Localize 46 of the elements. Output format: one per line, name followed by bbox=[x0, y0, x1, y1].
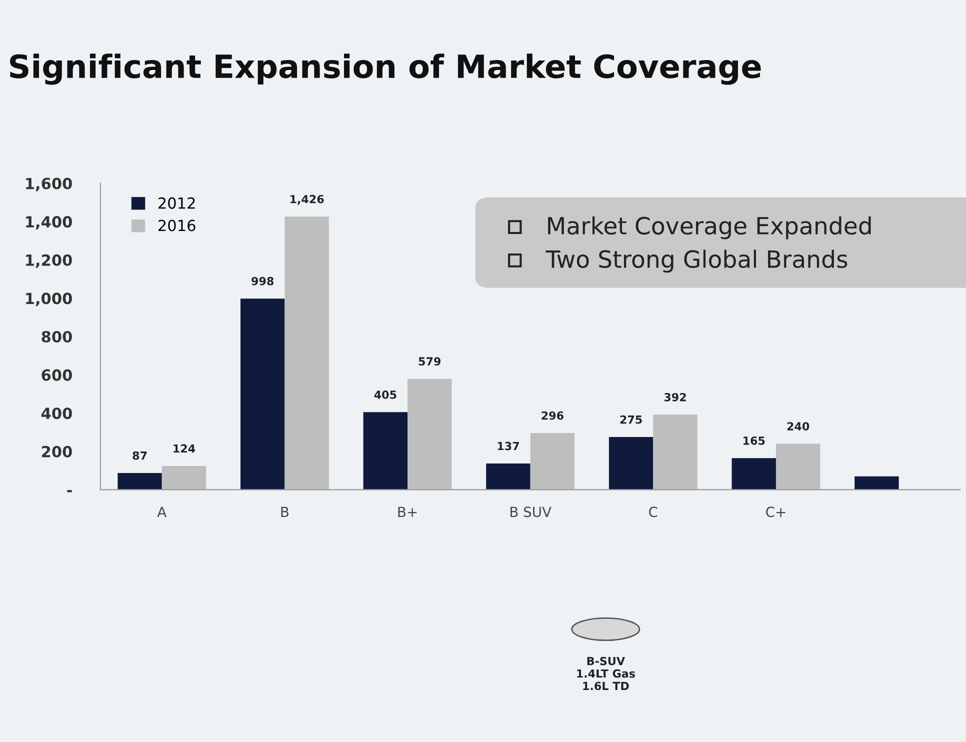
x-tick-label: B bbox=[281, 506, 288, 517]
chart-title: Significant Expansion of Market Coverage bbox=[10, 54, 761, 85]
y-tick-label: 1,200 bbox=[26, 254, 72, 268]
y-tick-label: 800 bbox=[42, 330, 72, 343]
bar bbox=[240, 298, 285, 490]
bar bbox=[363, 412, 408, 490]
x-tick-label: B+ bbox=[398, 506, 417, 517]
x-tick-label: A bbox=[157, 506, 167, 517]
legend-label: 2012 bbox=[158, 197, 195, 209]
bar bbox=[486, 463, 530, 490]
data-label: 998 bbox=[252, 276, 274, 286]
data-label: 405 bbox=[374, 390, 396, 399]
data-label: 240 bbox=[787, 422, 810, 430]
legend-label: 2016 bbox=[158, 220, 196, 232]
bar bbox=[653, 414, 698, 490]
data-label: 165 bbox=[744, 436, 765, 445]
data-label: 392 bbox=[664, 392, 686, 402]
y-tick-label: 200 bbox=[42, 446, 72, 458]
data-label: 296 bbox=[542, 411, 564, 420]
data-label: 87 bbox=[132, 451, 147, 460]
bar bbox=[162, 466, 206, 490]
y-tick-label: 1,400 bbox=[26, 216, 72, 230]
y-tick-label: 1,600 bbox=[26, 178, 72, 192]
annotation: Two Strong Global Brands bbox=[546, 250, 848, 273]
bar bbox=[118, 473, 162, 490]
bar bbox=[284, 216, 329, 490]
data-label: 1,426 bbox=[290, 194, 324, 205]
bar bbox=[530, 433, 575, 490]
bar bbox=[776, 444, 820, 490]
bar bbox=[854, 476, 899, 490]
annotation: Market Coverage Expanded bbox=[548, 216, 871, 240]
data-label: 579 bbox=[418, 357, 441, 366]
x-tick-label: B SUV bbox=[510, 506, 552, 518]
y-tick-label: 400 bbox=[41, 408, 72, 420]
text: B-SUV 1.4LT Gas 1.6L TD bbox=[577, 656, 635, 690]
y-tick-label: 1,000 bbox=[26, 292, 72, 306]
data-label: 137 bbox=[498, 442, 519, 450]
bar bbox=[732, 458, 776, 490]
bar bbox=[608, 437, 654, 490]
data-label: 275 bbox=[620, 415, 642, 424]
y-tick-label: 600 bbox=[42, 369, 72, 381]
x-tick-label: C+ bbox=[766, 506, 786, 518]
x-tick-label: C bbox=[649, 506, 658, 518]
data-label: 124 bbox=[174, 444, 196, 453]
y-tick-label: - bbox=[67, 490, 72, 492]
bar bbox=[408, 378, 452, 490]
